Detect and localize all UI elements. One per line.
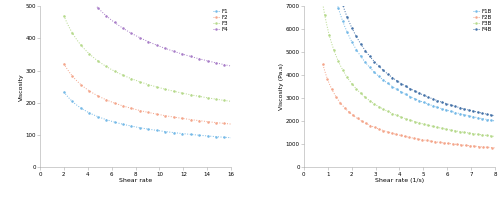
F2 [160,114,166,117]
Legend: F1, F2, F3, F4: F1, F2, F3, F4 [212,9,228,32]
F1B [476,117,482,119]
F3 [228,100,234,103]
F4B [476,112,482,114]
F3 [214,98,220,101]
F3 [100,63,106,65]
F1 [220,136,226,138]
F2B [492,147,498,149]
Y-axis label: Viscosity: Viscosity [19,73,24,100]
F1 [228,137,234,139]
Line: F3B: F3B [315,0,496,137]
F4 [147,41,153,44]
F2B [478,145,484,148]
Line: F1: F1 [64,91,232,138]
F2 [214,122,220,124]
F3B [476,133,482,136]
F4 [100,11,106,14]
F2 [220,122,226,125]
F2B [320,63,326,66]
F3 [160,88,166,90]
Line: F3: F3 [64,15,232,102]
X-axis label: Shear rate (1/s): Shear rate (1/s) [375,178,424,183]
F2B [330,91,336,93]
Line: F4B: F4B [315,0,496,116]
Legend: F1B, F2B, F3B, F4B: F1B, F2B, F3B, F4B [472,9,492,32]
F3B [483,134,489,137]
F4 [220,63,226,65]
F2 [228,123,234,125]
Line: F1B: F1B [315,0,496,122]
F1 [214,136,220,138]
F1B [360,59,366,61]
F3B [324,23,330,25]
F2 [93,94,99,96]
F1B [346,35,352,37]
F4 [228,65,234,67]
F2 [100,97,106,99]
F3B [360,95,366,97]
F3B [346,79,352,81]
Line: F4: F4 [64,0,232,67]
F3 [220,99,226,101]
F2B [327,84,333,86]
F2B [366,124,372,126]
F3 [61,14,67,17]
F1B [483,118,489,121]
F2B [484,146,490,148]
F4B [346,21,352,23]
Line: F2: F2 [64,63,232,125]
F4B [360,47,366,49]
F3B [320,4,326,6]
F3 [93,58,99,61]
Line: F2B: F2B [322,64,496,148]
F4 [214,62,220,64]
F2 [147,112,153,114]
F1 [100,117,106,120]
F1 [61,91,67,93]
F3B [492,135,498,138]
F4B [483,113,489,115]
F1 [147,128,153,131]
F4 [93,5,99,7]
F1B [492,120,498,122]
F1 [93,115,99,117]
F2B [352,115,358,118]
Y-axis label: Viscosity (Pa.s): Viscosity (Pa.s) [280,63,284,110]
F4 [160,47,166,49]
F1 [160,130,166,133]
F2 [61,62,67,65]
F4B [492,115,498,117]
X-axis label: Shear rate: Shear rate [119,178,152,183]
F3 [147,84,153,86]
